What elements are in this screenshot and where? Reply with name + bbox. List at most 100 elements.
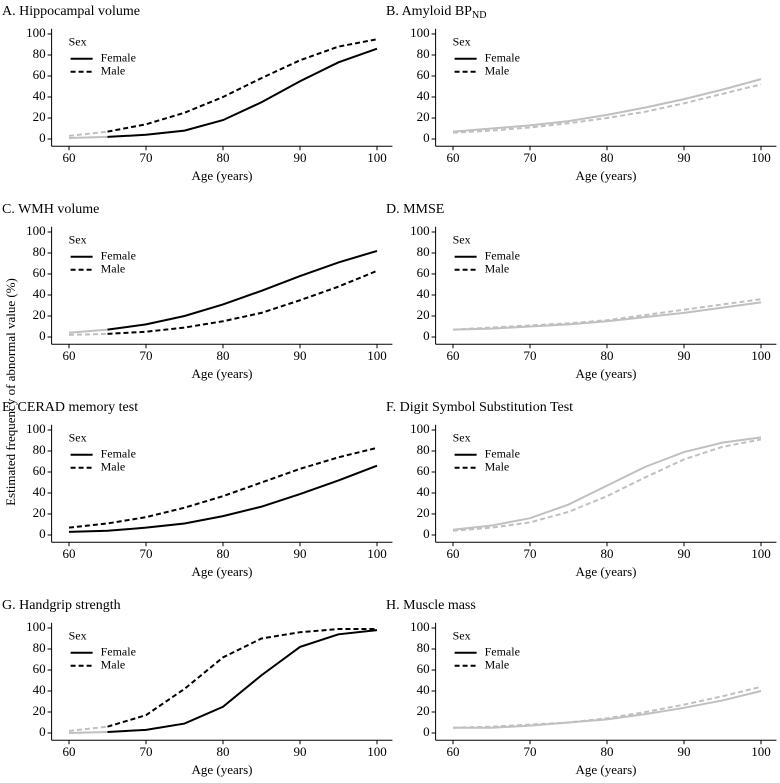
x-tick-label: 80 [601,150,614,165]
x-tick-label: 90 [678,150,691,165]
y-tick-label: 60 [33,67,46,82]
x-tick-label: 100 [367,546,387,561]
panel-title: G. Handgrip strength [2,598,121,613]
x-axis-label: Age (years) [192,168,253,183]
series-line [107,628,377,728]
y-tick-label: 80 [33,442,46,457]
series-line [107,249,378,331]
x-axis-label: Age (years) [192,564,253,579]
x-tick-label: 70 [140,348,153,363]
y-tick-label: 100 [410,223,430,238]
x-tick-label: 70 [524,546,537,561]
panel-title: A. Hippocampal volume [2,4,140,19]
x-tick-label: 80 [217,744,230,759]
y-tick-label: 40 [33,286,46,301]
y-tick-label: 0 [39,724,46,739]
series-line [452,298,762,331]
x-axis-label: Age (years) [576,366,637,381]
panel-title-text: A. Hippocampal volume [2,4,140,19]
y-tick-label: 80 [417,46,430,61]
x-tick-label: 80 [601,744,614,759]
legend-title: Sex [69,233,87,247]
legend-label: Female [485,447,520,461]
y-tick-label: 20 [33,703,46,718]
x-tick-label: 60 [63,744,76,759]
x-tick-label: 60 [447,546,460,561]
series-line [452,83,762,134]
series-line [107,47,378,138]
y-tick-label: 40 [33,484,46,499]
legend-label: Male [101,262,126,276]
x-tick-label: 100 [751,744,771,759]
series-line [107,629,378,733]
legend-label: Female [101,51,136,65]
series-line [68,328,108,334]
x-tick-label: 70 [140,546,153,561]
x-tick-label: 60 [447,150,460,165]
x-tick-label: 60 [63,348,76,363]
y-tick-label: 0 [423,130,430,145]
y-tick-label: 40 [417,286,430,301]
panel-title-text: E. CERAD memory test [2,400,138,415]
x-tick-label: 60 [447,744,460,759]
panel-title: F. Digit Symbol Substitution Test [386,400,573,415]
legend-label: Male [101,658,126,672]
x-tick-label: 70 [524,348,537,363]
x-tick-label: 80 [217,546,230,561]
panel-title: H. Muscle mass [386,598,476,613]
y-tick-label: 20 [33,109,46,124]
legend-title: Sex [69,35,87,49]
y-tick-label: 0 [39,130,46,145]
y-tick-label: 80 [417,640,430,655]
y-tick-label: 100 [26,421,46,436]
y-tick-label: 80 [33,46,46,61]
y-tick-label: 100 [410,421,430,436]
y-axis-label: Estimated frequency of abnormal value (%… [3,278,18,506]
legend-label: Female [101,447,136,461]
legend-title: Sex [69,431,87,445]
panel-title-text: F. Digit Symbol Substitution Test [386,400,573,415]
y-tick-label: 60 [417,463,430,478]
legend-title: Sex [453,629,471,643]
legend-label: Male [485,658,510,672]
legend-title: Sex [69,629,87,643]
x-axis-label: Age (years) [576,762,637,777]
x-tick-label: 90 [294,348,307,363]
x-tick-label: 80 [217,150,230,165]
legend-label: Female [485,645,520,659]
y-tick-label: 60 [417,67,430,82]
y-tick-label: 0 [423,526,430,541]
legend-title: Sex [453,431,471,445]
panel-title-text: H. Muscle mass [386,598,476,613]
y-tick-label: 20 [417,307,430,322]
legend-label: Male [485,460,510,474]
x-tick-label: 90 [678,546,691,561]
y-tick-label: 60 [417,661,430,676]
y-tick-label: 40 [417,484,430,499]
y-tick-label: 40 [33,88,46,103]
series-line [68,730,108,734]
y-tick-label: 20 [417,109,430,124]
legend-label: Male [101,64,126,78]
y-tick-label: 100 [410,619,430,634]
x-tick-label: 70 [524,150,537,165]
x-tick-label: 90 [678,744,691,759]
x-tick-label: 100 [751,348,771,363]
y-tick-label: 20 [33,307,46,322]
panel-title-subscript: ND [472,10,486,21]
series-line [452,685,762,729]
legend-label: Male [485,64,510,78]
legend-label: Male [101,460,126,474]
series-line [68,130,108,137]
x-tick-label: 60 [63,546,76,561]
x-tick-label: 100 [751,150,771,165]
y-tick-label: 40 [417,682,430,697]
x-tick-label: 70 [140,150,153,165]
legend-label: Female [485,51,520,65]
y-tick-label: 0 [39,526,46,541]
x-tick-label: 80 [601,348,614,363]
legend-label: Female [101,249,136,263]
series-line [68,464,378,533]
panel-title-text: D. MMSE [386,202,444,217]
